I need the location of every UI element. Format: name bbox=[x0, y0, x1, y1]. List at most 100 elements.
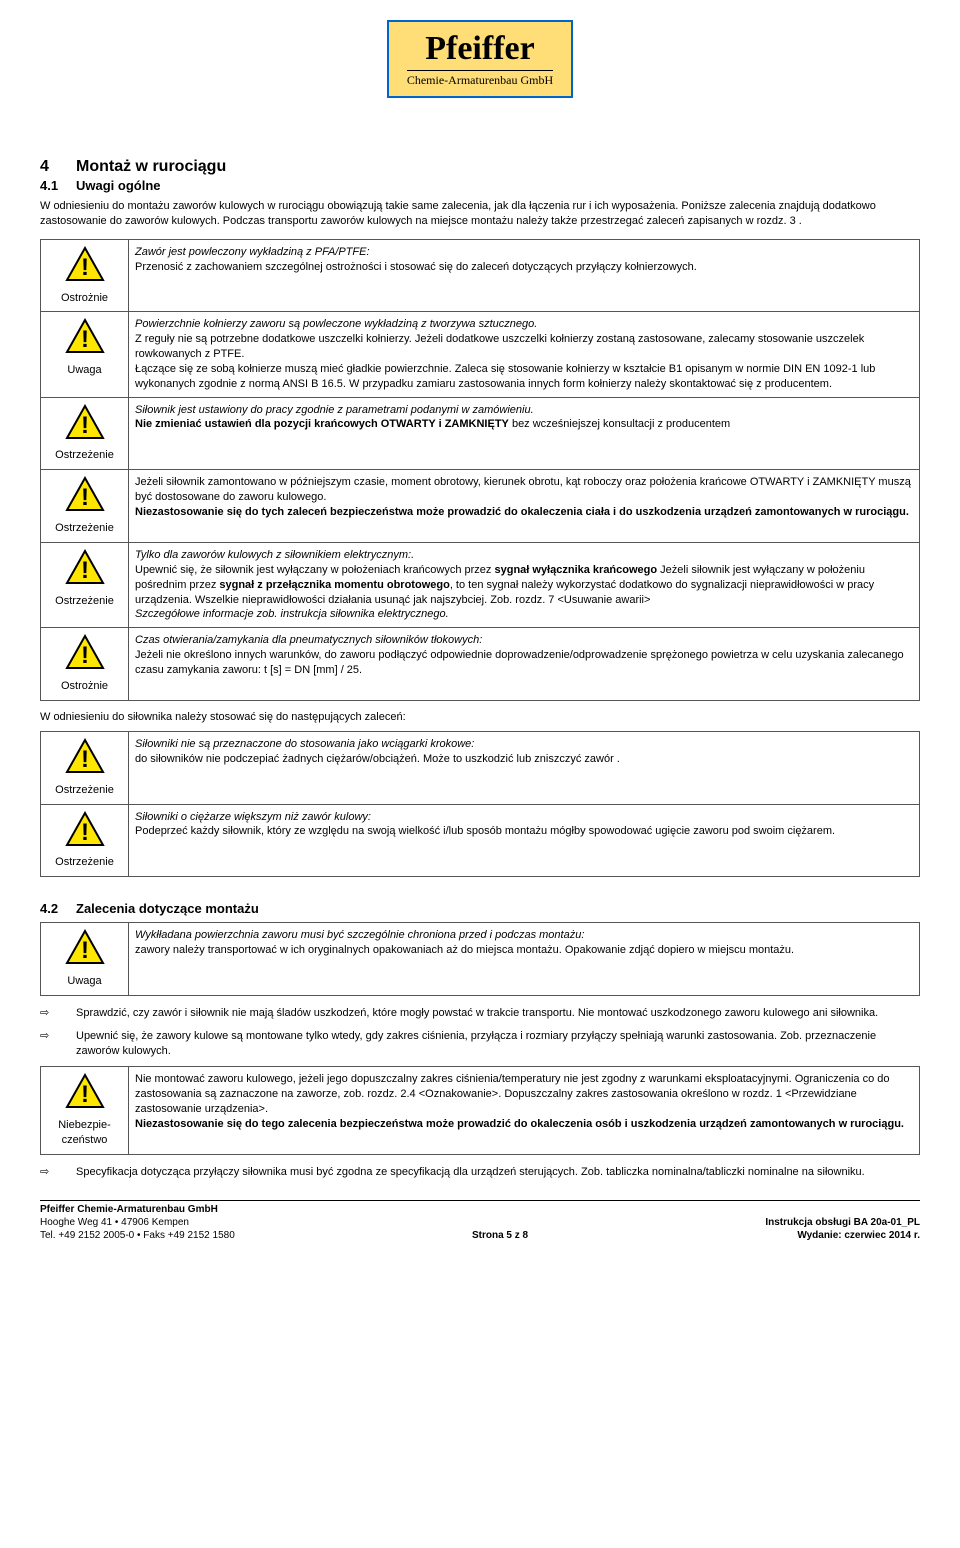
label-ostroznie: Ostrożnie bbox=[45, 679, 124, 694]
warning-10-text: Nie montować zaworu kulowego, jeżeli jeg… bbox=[129, 1067, 920, 1155]
w7-body: do siłowników nie podczepiać żadnych cię… bbox=[135, 753, 620, 765]
warning-3-text: Siłownik jest ustawiony do pracy zgodnie… bbox=[129, 397, 920, 470]
section-4-2-heading: 4.2Zalecenia dotyczące montażu bbox=[40, 901, 920, 916]
w2-body2: Łączące się ze sobą kołnierze muszą mieć… bbox=[135, 363, 875, 390]
warning-triangle-icon: ! bbox=[65, 634, 105, 670]
w1-body: Przenosić z zachowaniem szczególnej ostr… bbox=[135, 261, 697, 273]
warning-table-2: ! Ostrzeżenie Siłowniki nie są przeznacz… bbox=[40, 731, 920, 877]
icon-cell-ostrzezenie: ! Ostrzeżenie bbox=[41, 470, 129, 543]
footer-right: Instrukcja obsługi BA 20a-01_PL Wydanie:… bbox=[765, 1203, 920, 1242]
icon-cell-ostrzezenie: ! Ostrzeżenie bbox=[41, 731, 129, 804]
w9-heading: Wykłładana powierzchnia zaworu musi być … bbox=[135, 929, 584, 941]
warning-triangle-icon: ! bbox=[65, 738, 105, 774]
w2-body1: Z reguły nie są potrzebne dodatkowe uszc… bbox=[135, 333, 864, 360]
footer-page-num: Strona 5 z 8 bbox=[472, 1229, 528, 1242]
w6-heading: Czas otwierania/zamykania dla pneumatycz… bbox=[135, 634, 482, 646]
arrow-icon: ⇨ bbox=[40, 1165, 76, 1180]
w4-body1: Jeżeli siłownik zamontowano w późniejszy… bbox=[135, 476, 911, 503]
svg-text:!: ! bbox=[81, 1081, 89, 1108]
intro-paragraph: W odniesieniu do montażu zaworów kulowyc… bbox=[40, 199, 920, 229]
footer-contact: Tel. +49 2152 2005-0 • Faks +49 2152 158… bbox=[40, 1229, 235, 1242]
logo-box: Pfeiffer Chemie-Armaturenbau GmbH bbox=[387, 20, 573, 98]
w5-t1d: sygnał z przełącznika momentu obrotowego bbox=[219, 579, 449, 591]
w2-heading: Powierzchnie kołnierzy zaworu są powlecz… bbox=[135, 318, 537, 330]
w10-body2: Niezastosowanie się do tego zalecenia be… bbox=[135, 1118, 904, 1130]
w8-heading: Siłowniki o ciężarze większym niż zawór … bbox=[135, 811, 371, 823]
section-4-title: Montaż w rurociągu bbox=[76, 158, 226, 175]
svg-text:!: ! bbox=[81, 254, 89, 281]
w5-t2: Szczegółowe informacje zob. instrukcja s… bbox=[135, 608, 449, 620]
warning-triangle-icon: ! bbox=[65, 929, 105, 965]
label-niebezpieczenstwo: Niebezpie- czeństwo bbox=[45, 1118, 124, 1148]
icon-cell-ostroznie: ! Ostrożnie bbox=[41, 239, 129, 312]
warning-triangle-icon: ! bbox=[65, 476, 105, 512]
page-footer: Pfeiffer Chemie-Armaturenbau GmbH Hooghe… bbox=[40, 1203, 920, 1242]
svg-text:!: ! bbox=[81, 326, 89, 353]
footer-edition: Wydanie: czerwiec 2014 r. bbox=[765, 1229, 920, 1242]
label-ostrzezenie: Ostrzeżenie bbox=[45, 521, 124, 536]
warning-9-text: Wykłładana powierzchnia zaworu musi być … bbox=[129, 923, 920, 996]
w7-heading: Siłowniki nie są przeznaczone do stosowa… bbox=[135, 738, 474, 750]
label-ostroznie: Ostrożnie bbox=[45, 291, 124, 306]
w10-body1: Nie montować zaworu kulowego, jeżeli jeg… bbox=[135, 1073, 889, 1115]
w3-body-bold: Nie zmieniać ustawień dla pozycji krańco… bbox=[135, 418, 509, 430]
label-ostrzezenie: Ostrzeżenie bbox=[45, 855, 124, 870]
sub42-num: 4.2 bbox=[40, 901, 76, 916]
warning-4-text: Jeżeli siłownik zamontowano w późniejszy… bbox=[129, 470, 920, 543]
svg-text:!: ! bbox=[81, 746, 89, 773]
w6-body: Jeżeli nie określono innych warunków, do… bbox=[135, 649, 904, 676]
bullet-2: ⇨ Upewnić się, że zawory kulowe są monto… bbox=[40, 1029, 920, 1059]
warning-triangle-icon: ! bbox=[65, 1073, 105, 1109]
arrow-icon: ⇨ bbox=[40, 1006, 76, 1021]
w9-body: zawory należy transportować w ich orygin… bbox=[135, 944, 794, 956]
warning-8-text: Siłowniki o ciężarze większym niż zawór … bbox=[129, 804, 920, 877]
sub41-title: Uwagi ogólne bbox=[76, 178, 161, 193]
warning-triangle-icon: ! bbox=[65, 246, 105, 282]
svg-text:!: ! bbox=[81, 484, 89, 511]
footer-divider bbox=[40, 1200, 920, 1201]
footer-company: Pfeiffer Chemie-Armaturenbau GmbH bbox=[40, 1203, 235, 1216]
bullet-3: ⇨ Specyfikacja dotycząca przyłączy siłow… bbox=[40, 1165, 920, 1180]
mid-line: W odniesieniu do siłownika należy stosow… bbox=[40, 711, 920, 723]
section-4-num: 4 bbox=[40, 158, 76, 176]
header-logo: Pfeiffer Chemie-Armaturenbau GmbH bbox=[40, 20, 920, 98]
warning-table-3: ! Uwaga Wykłładana powierzchnia zaworu m… bbox=[40, 922, 920, 996]
label-ostrzezenie: Ostrzeżenie bbox=[45, 783, 124, 798]
label-uwaga: Uwaga bbox=[45, 974, 124, 989]
svg-text:!: ! bbox=[81, 412, 89, 439]
bullet-2-text: Upewnić się, że zawory kulowe są montowa… bbox=[76, 1029, 920, 1059]
warning-6-text: Czas otwierania/zamykania dla pneumatycz… bbox=[129, 628, 920, 701]
section-4-1-heading: 4.1Uwagi ogólne bbox=[40, 178, 920, 193]
footer-doc-id: Instrukcja obsługi BA 20a-01_PL bbox=[765, 1216, 920, 1229]
warning-table-4: ! Niebezpie- czeństwo Nie montować zawor… bbox=[40, 1066, 920, 1155]
icon-cell-niebezpieczenstwo: ! Niebezpie- czeństwo bbox=[41, 1067, 129, 1155]
warning-1-text: Zawór jest powleczony wykładziną z PFA/P… bbox=[129, 239, 920, 312]
icon-cell-uwaga: ! Uwaga bbox=[41, 923, 129, 996]
warning-table-1: ! Ostrożnie Zawór jest powleczony wykład… bbox=[40, 239, 920, 701]
svg-text:!: ! bbox=[81, 642, 89, 669]
logo-subtitle: Chemie-Armaturenbau GmbH bbox=[407, 70, 553, 88]
sub42-title: Zalecenia dotyczące montażu bbox=[76, 901, 259, 916]
svg-text:!: ! bbox=[81, 557, 89, 584]
w5-t1b: sygnał wyłącznika krańcowego bbox=[494, 564, 657, 576]
w5-heading: Tylko dla zaworów kulowych z siłownikiem… bbox=[135, 549, 414, 561]
warning-2-text: Powierzchnie kołnierzy zaworu są powlecz… bbox=[129, 312, 920, 397]
warning-triangle-icon: ! bbox=[65, 318, 105, 354]
w4-body2: Niezastosowanie się do tych zaleceń bezp… bbox=[135, 506, 909, 518]
footer-left: Pfeiffer Chemie-Armaturenbau GmbH Hooghe… bbox=[40, 1203, 235, 1242]
footer-address: Hooghe Weg 41 • 47906 Kempen bbox=[40, 1216, 235, 1229]
warning-triangle-icon: ! bbox=[65, 811, 105, 847]
bullet-1: ⇨ Sprawdzić, czy zawór i siłownik nie ma… bbox=[40, 1006, 920, 1021]
bullet-1-text: Sprawdzić, czy zawór i siłownik nie mają… bbox=[76, 1006, 878, 1021]
w5-t1a: Upewnić się, że siłownik jest wyłączany … bbox=[135, 564, 494, 576]
arrow-icon: ⇨ bbox=[40, 1029, 76, 1059]
warning-triangle-icon: ! bbox=[65, 404, 105, 440]
label-uwaga: Uwaga bbox=[45, 363, 124, 378]
w8-body: Podeprzeć każdy siłownik, który ze wzglę… bbox=[135, 825, 835, 837]
svg-text:!: ! bbox=[81, 819, 89, 846]
icon-cell-ostrzezenie: ! Ostrzeżenie bbox=[41, 804, 129, 877]
logo-title: Pfeiffer bbox=[407, 30, 553, 68]
w1-heading: Zawór jest powleczony wykładziną z PFA/P… bbox=[135, 246, 370, 258]
warning-5-text: Tylko dla zaworów kulowych z siłownikiem… bbox=[129, 542, 920, 627]
bullet-3-text: Specyfikacja dotycząca przyłączy siłowni… bbox=[76, 1165, 865, 1180]
